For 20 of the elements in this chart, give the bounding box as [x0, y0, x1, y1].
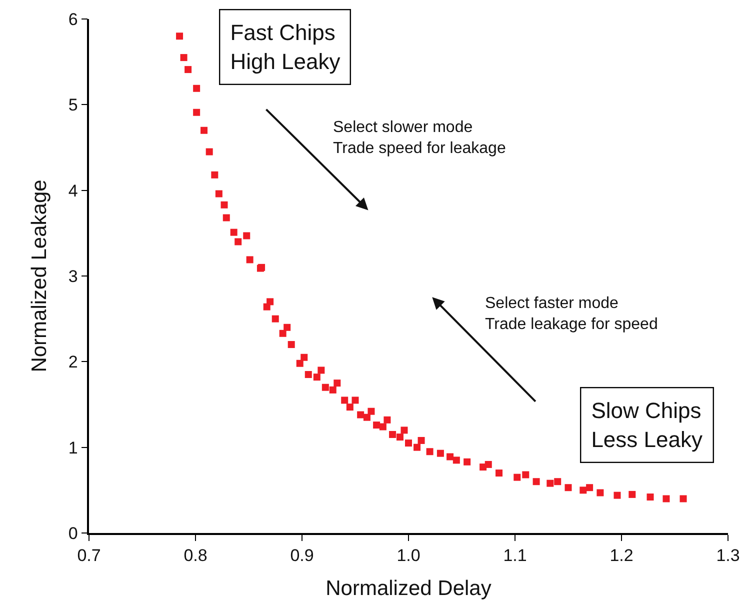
- y-tick-label: 0: [68, 524, 78, 543]
- y-tick-label: 1: [68, 438, 78, 458]
- y-tick-label: 2: [68, 352, 78, 372]
- x-tick-label: 0.9: [290, 546, 314, 566]
- y-tick-label: 4: [68, 181, 78, 200]
- x-tick-label: 0.7: [77, 546, 101, 566]
- y-tick-label: 3: [68, 266, 78, 286]
- y-tick-label: 5: [68, 96, 78, 115]
- annotation: Fast Chips High Leaky: [230, 20, 340, 74]
- x-tick-label: 1.1: [503, 546, 527, 566]
- y-tick-label: 6: [68, 10, 78, 29]
- x-tick-label: 1.3: [716, 546, 740, 566]
- y-axis-title: Normalized Leakage: [28, 180, 52, 372]
- x-tick-label: 1.0: [396, 546, 420, 566]
- x-tick-label: 1.2: [610, 546, 634, 566]
- annotation: Slow Chips Less Leaky: [591, 398, 702, 452]
- x-axis-title: Normalized Delay: [326, 576, 492, 600]
- x-tick-label: 0.8: [184, 546, 208, 566]
- annotation: Select slower mode Trade speed for leakage: [333, 119, 506, 157]
- annotation: Select faster mode Trade leakage for speed: [485, 295, 658, 333]
